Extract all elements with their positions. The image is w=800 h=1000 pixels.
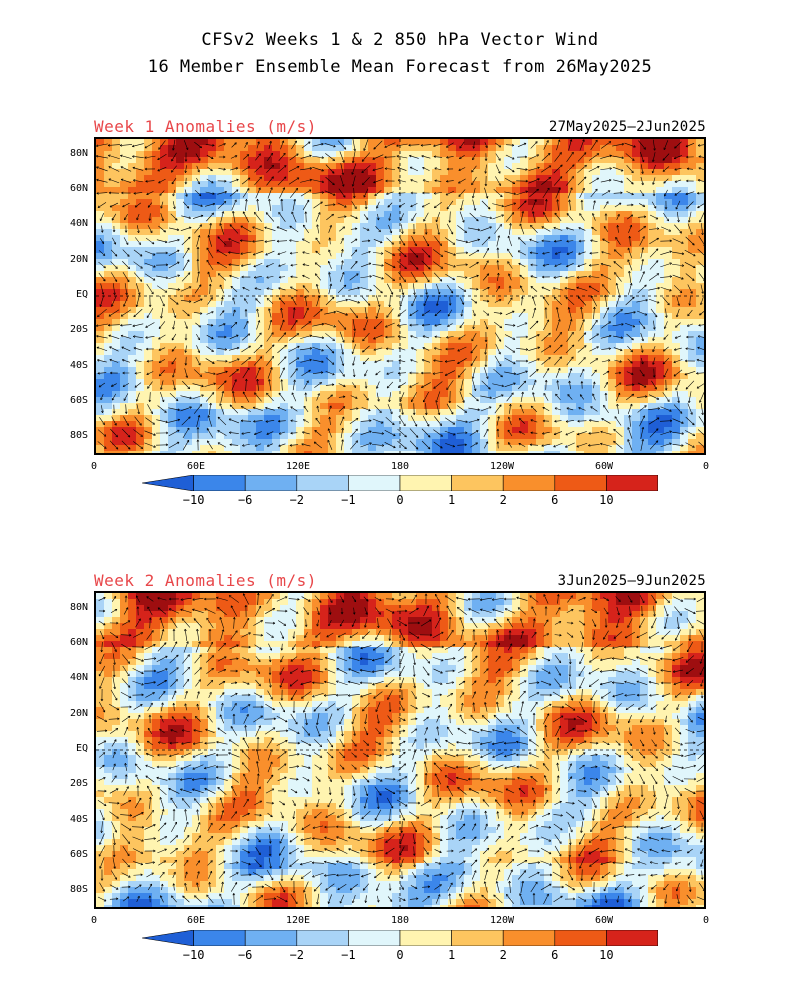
colorbar-tick-label: −1 (341, 493, 356, 507)
colorbar-tick-label: 0 (396, 493, 404, 507)
colorbar-tick-label: 10 (599, 493, 614, 507)
colorbar-tick-label: 10 (599, 948, 614, 962)
latitude-tick-label: 40N (69, 218, 88, 230)
week2-map (94, 591, 706, 909)
latitude-tick-label: 60S (69, 395, 88, 406)
colorbar-tick-label: 6 (551, 493, 559, 507)
colorbar-tick-label: 2 (499, 493, 507, 507)
colorbar-tick-label: 0 (396, 948, 404, 962)
colorbar-swatch (399, 474, 452, 492)
colorbar-tick-label: 6 (551, 948, 559, 962)
latitude-tick-label: 80N (69, 147, 88, 159)
week1-panel-label: Week 1 Anomalies (m/s) (94, 117, 317, 136)
colorbar-tick-label: −1 (341, 948, 356, 962)
colorbar-tick-label: −6 (237, 948, 253, 962)
colorbar-tick-label: −6 (237, 493, 253, 507)
latitude-tick-label: 80S (69, 884, 88, 896)
longitude-tick-label: 60E (186, 461, 206, 472)
colorbar-swatch (502, 929, 556, 947)
latitude-tick-label: EQ (75, 743, 88, 754)
colorbar-tick-label: −10 (182, 493, 205, 507)
longitude-tick-label: 120W (489, 461, 515, 472)
colorbar-tick-label: −2 (289, 948, 305, 962)
latitude-tick-label: 40S (69, 359, 88, 371)
latitude-tick-label: 60N (69, 637, 88, 648)
latitude-tick-label: 40S (69, 813, 88, 825)
longitude-tick-label: 0 (90, 461, 98, 472)
week1-panel-dates: 27May2025—2Jun2025 (548, 119, 706, 135)
colorbar-swatch (193, 929, 246, 947)
week1-map (94, 137, 706, 455)
week2-anomaly-field (96, 593, 704, 907)
latitude-tick-label: 40N (69, 672, 88, 684)
colorbar-tick-label: 1 (447, 948, 456, 962)
wind-vectors (96, 139, 704, 451)
colorbar-swatch (296, 929, 349, 947)
week2-colorbar (141, 929, 710, 947)
latitude-tick-label: 20S (69, 324, 88, 336)
colorbar-swatch (348, 474, 401, 492)
colorbar-tick-label: 2 (499, 948, 507, 962)
colorbar-swatch (296, 474, 349, 492)
colorbar-swatch (606, 929, 659, 947)
colorbar-swatch (141, 929, 194, 947)
week2-panel-dates: 3Jun2025—9Jun2025 (557, 573, 706, 589)
figure-title-line1: CFSv2 Weeks 1 & 2 850 hPa Vector Wind (201, 30, 599, 50)
colorbar-tick-label: −2 (289, 493, 305, 507)
colorbar-tick-label: 1 (447, 493, 456, 507)
week1-colorbar (141, 474, 710, 492)
latitude-tick-label: 60N (69, 183, 88, 194)
longitude-tick-label: 180 (390, 461, 410, 472)
longitude-tick-label: 180 (390, 915, 410, 926)
colorbar-swatch (244, 474, 298, 492)
latitude-tick-label: 20N (69, 253, 88, 265)
longitude-tick-label: 0 (702, 915, 710, 926)
figure-title-line2: 16 Member Ensemble Mean Forecast from 26… (147, 57, 653, 77)
longitude-tick-label: 60W (594, 915, 614, 926)
longitude-tick-label: 120E (285, 915, 311, 926)
week2-panel-label: Week 2 Anomalies (m/s) (94, 571, 317, 590)
colorbar-swatch (554, 474, 607, 492)
colorbar-swatch (606, 474, 659, 492)
colorbar-swatch (193, 474, 246, 492)
latitude-tick-label: 20S (69, 778, 88, 790)
colorbar-swatch (141, 474, 194, 492)
longitude-tick-label: 120E (285, 461, 311, 472)
longitude-tick-label: 120W (489, 915, 515, 926)
longitude-tick-label: 60E (186, 915, 206, 926)
colorbar-swatch (451, 474, 504, 492)
colorbar-swatch (348, 929, 401, 947)
week1-anomaly-field (96, 139, 704, 453)
longitude-tick-label: 60W (594, 461, 614, 472)
longitude-tick-label: 0 (90, 915, 98, 926)
latitude-tick-label: 60S (69, 849, 88, 860)
latitude-tick-label: 20N (69, 707, 88, 719)
anomaly-shading (96, 139, 704, 453)
colorbar-swatch (554, 929, 607, 947)
colorbar-swatch (399, 929, 452, 947)
colorbar-swatch (451, 929, 504, 947)
latitude-tick-label: 80N (69, 601, 88, 613)
latitude-tick-label: EQ (75, 289, 88, 300)
colorbar-swatch (244, 929, 298, 947)
wind-vectors (96, 593, 704, 905)
longitude-tick-label: 0 (702, 461, 710, 472)
colorbar-swatch (502, 474, 556, 492)
colorbar-tick-label: −10 (182, 948, 205, 962)
latitude-tick-label: 80S (69, 430, 88, 442)
